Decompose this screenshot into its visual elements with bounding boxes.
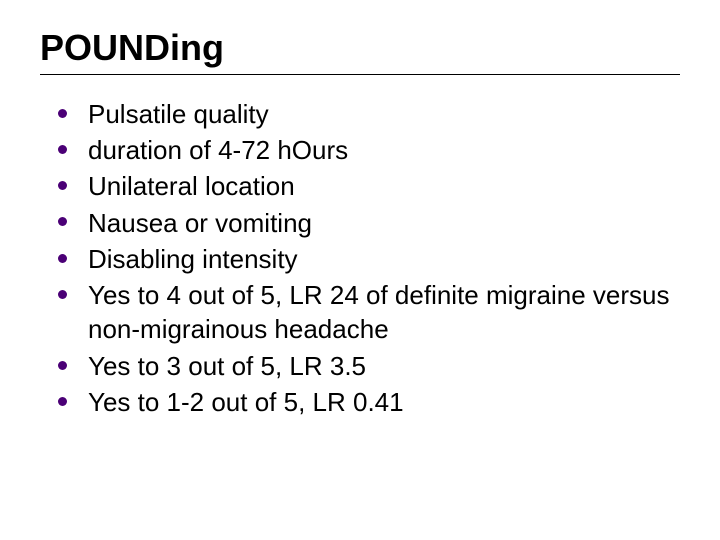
bullet-icon <box>58 109 67 118</box>
list-item: Pulsatile quality <box>58 97 680 131</box>
list-item: duration of 4-72 hOurs <box>58 133 680 167</box>
bullet-list: Pulsatile quality duration of 4-72 hOurs… <box>40 97 680 420</box>
slide: POUNDing Pulsatile quality duration of 4… <box>0 0 720 540</box>
list-item-text: duration of 4-72 hOurs <box>88 135 348 165</box>
bullet-icon <box>58 145 67 154</box>
list-item: Yes to 3 out of 5, LR 3.5 <box>58 349 680 383</box>
bullet-icon <box>58 181 67 190</box>
slide-title: POUNDing <box>40 28 680 68</box>
bullet-icon <box>58 361 67 370</box>
title-underline: POUNDing <box>40 28 680 75</box>
list-item-text: Disabling intensity <box>88 244 298 274</box>
bullet-icon <box>58 254 67 263</box>
list-item: Yes to 1-2 out of 5, LR 0.41 <box>58 385 680 419</box>
bullet-icon <box>58 397 67 406</box>
list-item: Unilateral location <box>58 169 680 203</box>
bullet-icon <box>58 290 67 299</box>
list-item: Yes to 4 out of 5, LR 24 of definite mig… <box>58 278 680 347</box>
bullet-icon <box>58 217 67 226</box>
list-item-text: Yes to 1-2 out of 5, LR 0.41 <box>88 387 404 417</box>
list-item-text: Yes to 3 out of 5, LR 3.5 <box>88 351 366 381</box>
list-item: Disabling intensity <box>58 242 680 276</box>
list-item-text: Nausea or vomiting <box>88 208 312 238</box>
list-item: Nausea or vomiting <box>58 206 680 240</box>
list-item-text: Yes to 4 out of 5, LR 24 of definite mig… <box>88 280 670 344</box>
list-item-text: Unilateral location <box>88 171 295 201</box>
list-item-text: Pulsatile quality <box>88 99 269 129</box>
